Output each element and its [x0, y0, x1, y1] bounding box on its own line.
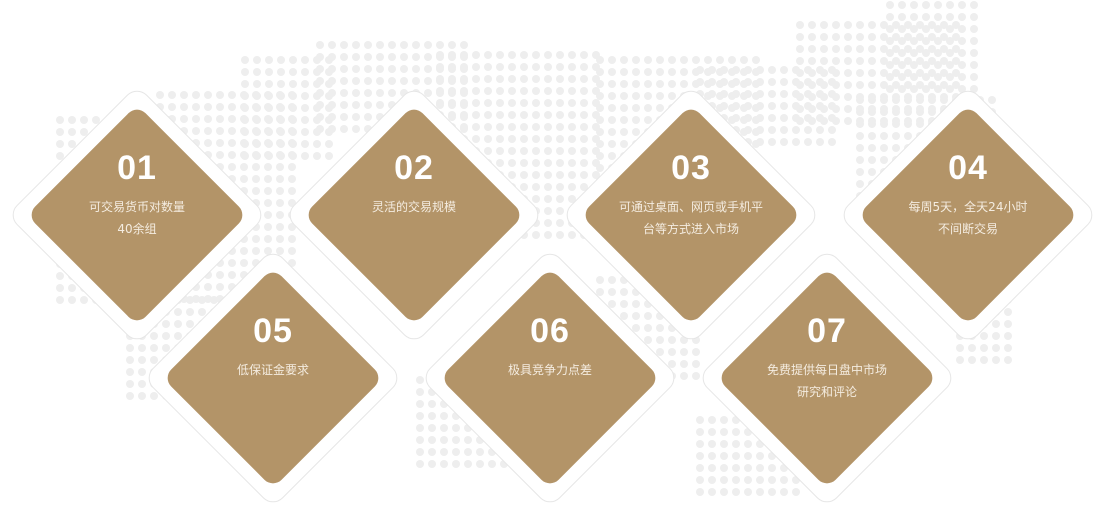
feature-content: 07 免费提供每日盘中市场 研究和评论 — [752, 243, 902, 513]
feature-number: 05 — [253, 312, 293, 350]
feature-card-01: 01 可交易货币对数量 40余组 — [2, 80, 272, 350]
feature-content: 04 每周5天，全天24小时 不间断交易 — [893, 80, 1043, 350]
feature-content: 05 低保证金要求 — [198, 243, 348, 513]
feature-card-02: 02 灵活的交易规模 — [279, 80, 549, 350]
feature-number: 01 — [117, 149, 157, 187]
feature-card-06: 06 极具竞争力点差 — [415, 243, 685, 513]
feature-number: 06 — [530, 312, 570, 350]
feature-content: 03 可通过桌面、网页或手机平 台等方式进入市场 — [616, 80, 766, 350]
feature-card-03: 03 可通过桌面、网页或手机平 台等方式进入市场 — [556, 80, 826, 350]
feature-text: 灵活的交易规模 — [371, 200, 456, 214]
feature-card-05: 05 低保证金要求 — [138, 243, 408, 513]
feature-card-07: 07 免费提供每日盘中市场 研究和评论 — [692, 243, 962, 513]
feature-content: 06 极具竞争力点差 — [475, 243, 625, 513]
feature-text: 可通过桌面、网页或手机平 台等方式进入市场 — [618, 200, 763, 236]
feature-number: 07 — [807, 312, 847, 350]
feature-number: 03 — [671, 149, 711, 187]
feature-number: 04 — [948, 149, 988, 187]
feature-text: 极具竞争力点差 — [507, 363, 592, 377]
feature-card-04: 04 每周5天，全天24小时 不间断交易 — [833, 80, 1103, 350]
feature-text: 免费提供每日盘中市场 研究和评论 — [766, 363, 887, 399]
feature-text: 可交易货币对数量 40余组 — [88, 200, 185, 236]
feature-content: 02 灵活的交易规模 — [339, 80, 489, 350]
feature-content: 01 可交易货币对数量 40余组 — [62, 80, 212, 350]
feature-text: 低保证金要求 — [236, 363, 309, 377]
feature-text: 每周5天，全天24小时 不间断交易 — [908, 200, 1028, 236]
feature-number: 02 — [394, 149, 434, 187]
